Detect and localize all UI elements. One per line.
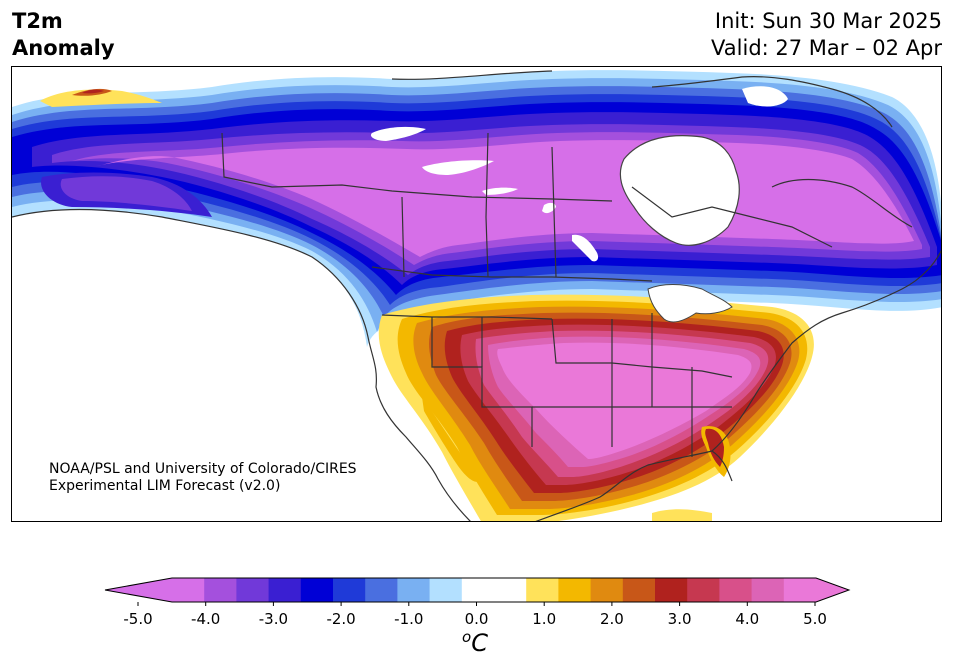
water-bodies — [370, 86, 788, 323]
colorbar-tick-label: -5.0 — [123, 610, 152, 628]
colorbar-unit: oC — [462, 628, 488, 657]
credit-line-2: Experimental LIM Forecast (v2.0) — [49, 478, 281, 494]
colorbar-swatch — [687, 578, 720, 602]
colorbar-tick-label: 2.0 — [600, 610, 624, 628]
forecast-dates: Init: Sun 30 Mar 2025 Valid: 27 Mar – 02… — [711, 8, 942, 62]
colorbar-swatch — [751, 578, 785, 602]
title-line-variable: T2m — [12, 9, 63, 33]
colorbar-high-extend — [816, 578, 849, 602]
title-line-type: Anomaly — [12, 36, 115, 60]
colorbar-tick-label: -2.0 — [326, 610, 355, 628]
colorbar-swatch — [590, 578, 624, 602]
colorbar-tick-label: 0.0 — [465, 610, 489, 628]
coastlines-and-borders — [12, 70, 941, 521]
colorbar-tick-label: -1.0 — [394, 610, 423, 628]
colorbar-swatch — [333, 578, 366, 602]
colorbar-swatch — [365, 578, 398, 602]
colorbar-swatch — [172, 578, 205, 602]
colorbar-swatch — [622, 578, 656, 602]
colorbar-swatch — [429, 578, 463, 602]
colorbar-swatch — [494, 578, 527, 602]
colorbar-tick-label: 1.0 — [532, 610, 556, 628]
colorbar-swatch — [558, 578, 592, 602]
colorbar-swatch — [526, 578, 559, 602]
map-title: T2m Anomaly — [12, 8, 115, 62]
colorbar: -5.0 -4.0 -3.0 -2.0 -1.0 0.0 1.0 2.0 3.0 4.0 5.0 — [0, 570, 954, 670]
colorbar-swatch — [236, 578, 270, 602]
colorbar-swatch — [268, 578, 302, 602]
unit-letter: C — [471, 629, 488, 657]
colorbar-swatch — [300, 578, 334, 602]
valid-range: Valid: 27 Mar – 02 Apr — [711, 36, 942, 60]
map-credit: NOAA/PSL and University of Colorado/CIRE… — [49, 461, 357, 495]
colorbar-tick-label: 5.0 — [803, 610, 827, 628]
colorbar-outline — [104, 577, 851, 603]
colorbar-swatch — [204, 578, 237, 602]
colorbar-swatch — [655, 578, 688, 602]
colorbar-tick-label: 4.0 — [735, 610, 759, 628]
credit-line-1: NOAA/PSL and University of Colorado/CIRE… — [49, 461, 357, 477]
colorbar-tick-label: -3.0 — [259, 610, 288, 628]
init-date: Init: Sun 30 Mar 2025 — [714, 9, 942, 33]
colorbar-tick-label: -4.0 — [191, 610, 220, 628]
anomaly-map: NOAA/PSL and University of Colorado/CIRE… — [11, 66, 942, 522]
colorbar-swatch — [719, 578, 753, 602]
colorbar-tick-label: 3.0 — [668, 610, 692, 628]
colorbar-swatch — [783, 578, 817, 602]
colorbar-low-extend — [105, 578, 172, 602]
unit-degree: o — [462, 628, 472, 646]
colorbar-swatch — [397, 578, 431, 602]
colorbar-swatch — [461, 578, 495, 602]
colorbar-graphic: -5.0 -4.0 -3.0 -2.0 -1.0 0.0 1.0 2.0 3.0 4.0 5.0 — [104, 577, 851, 628]
map-canvas — [12, 70, 941, 521]
